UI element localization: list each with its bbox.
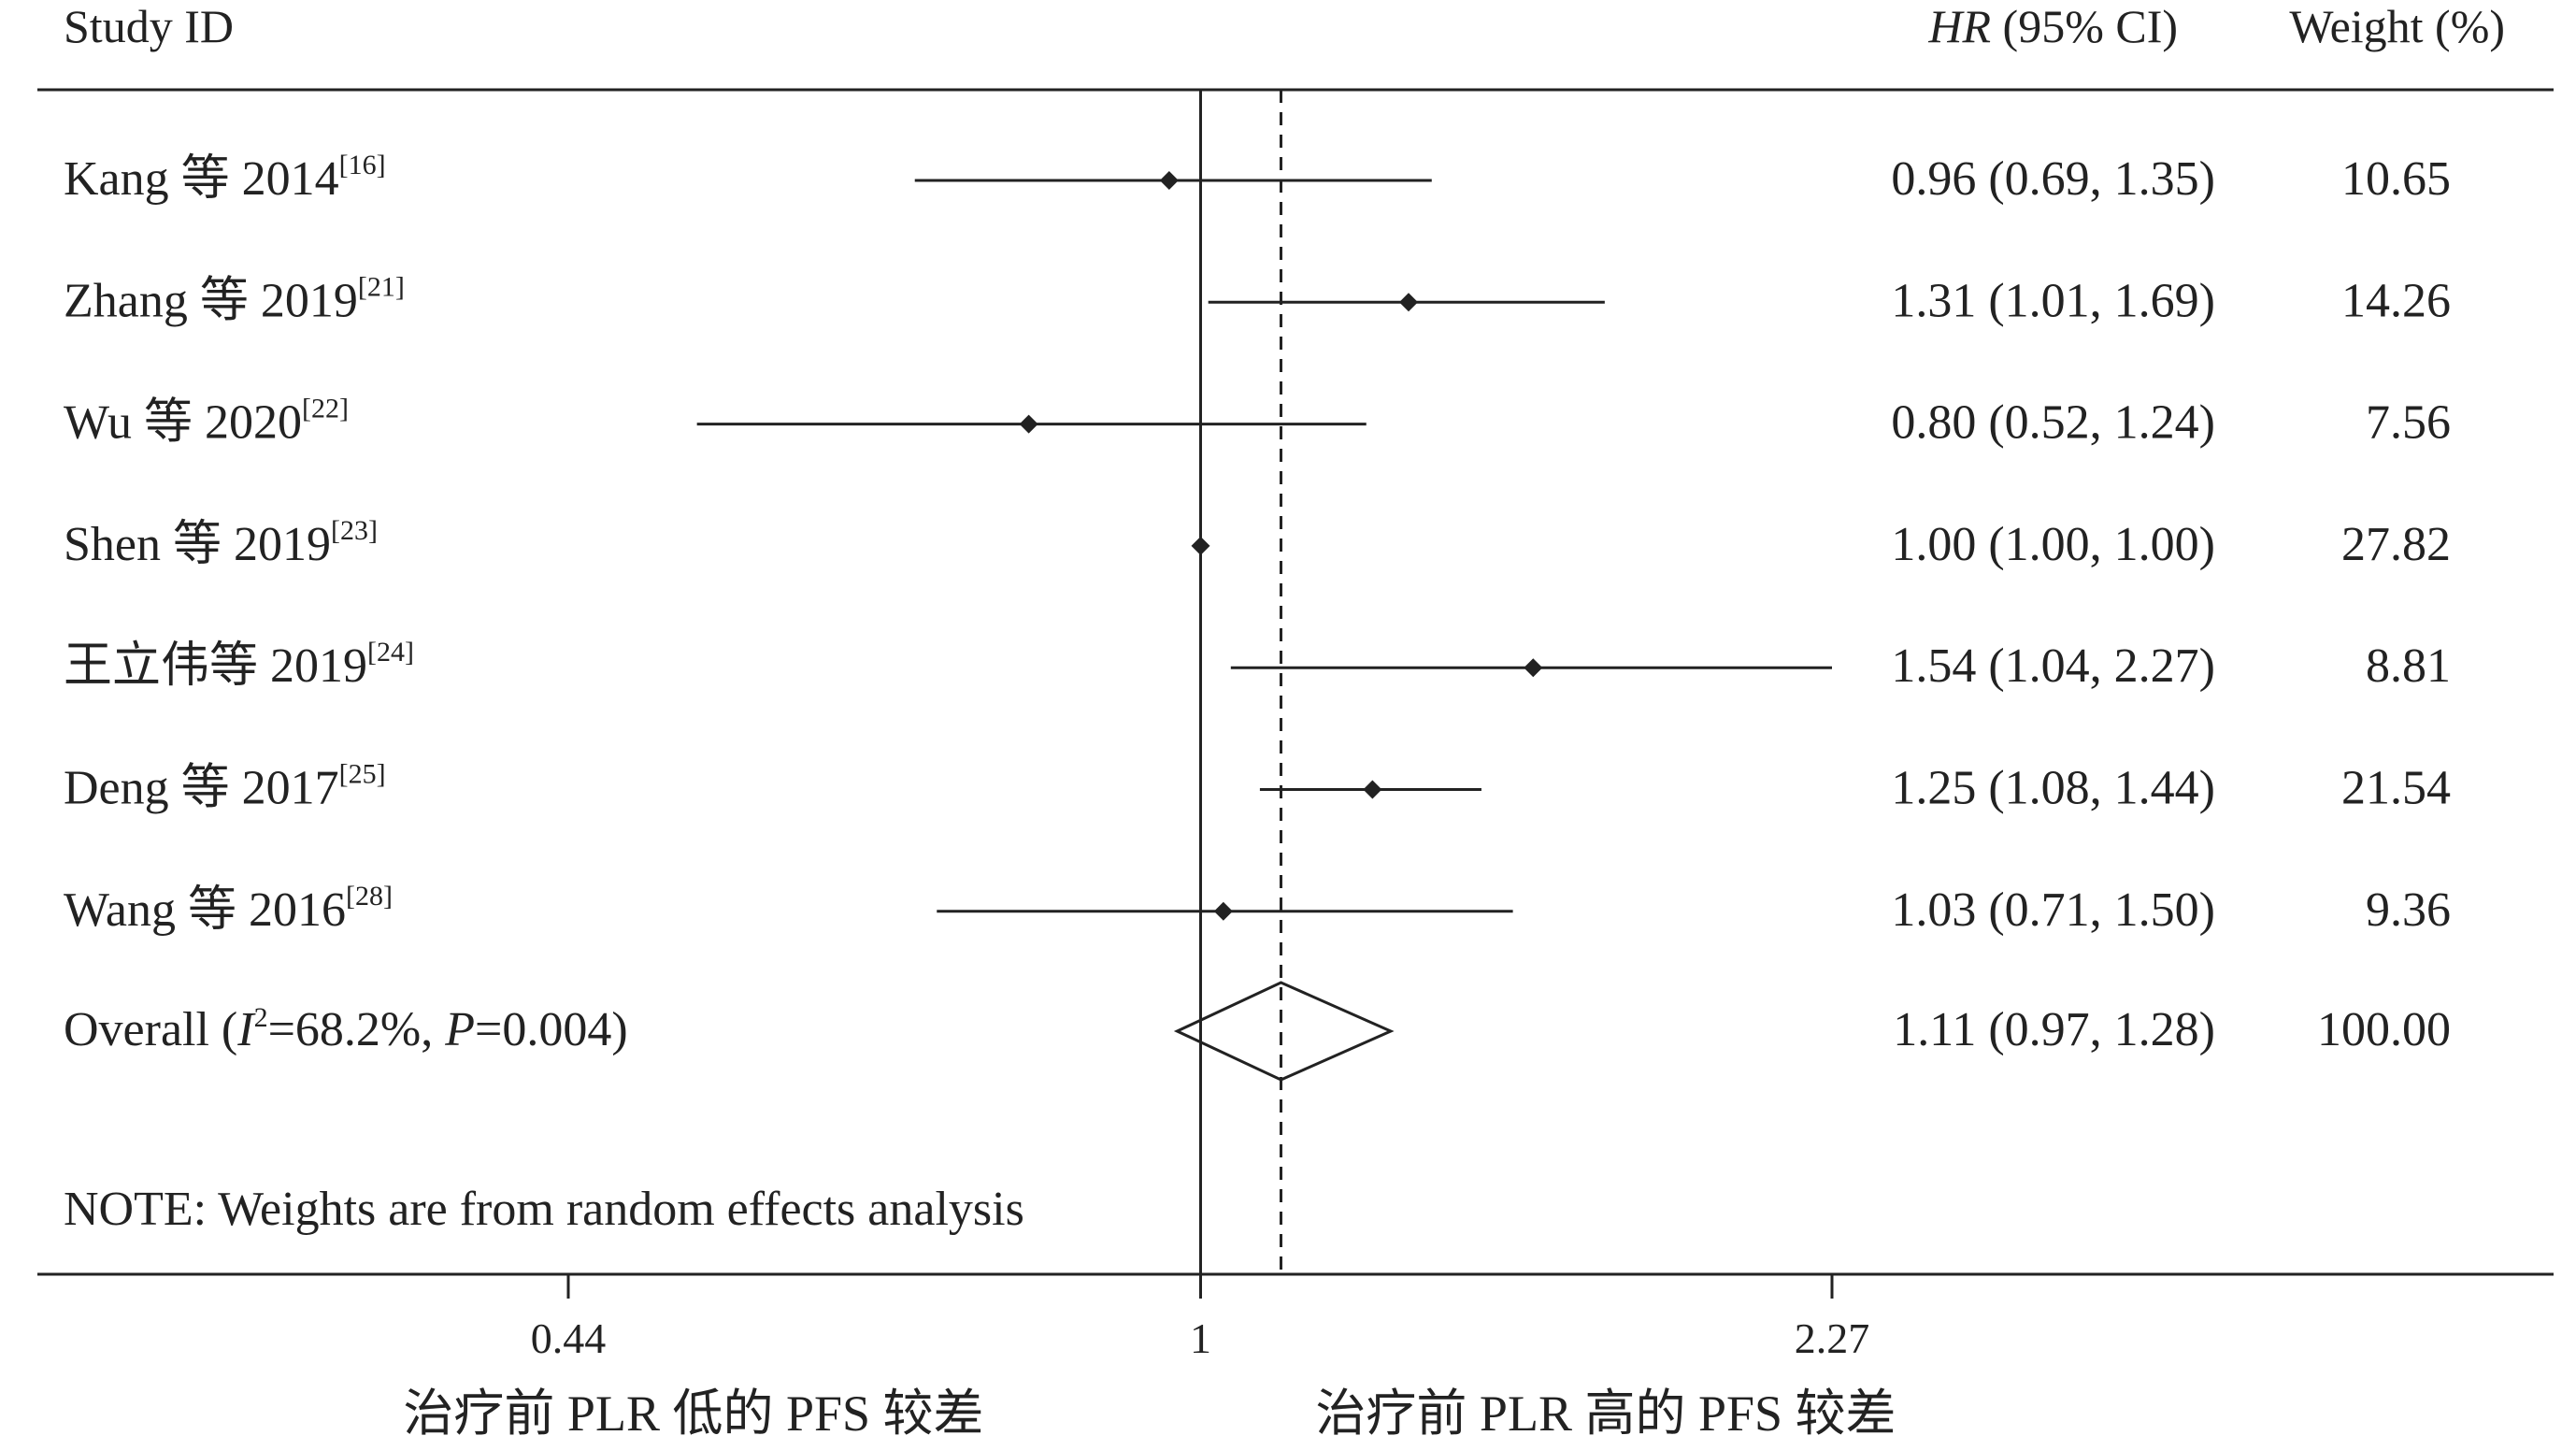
weights-note: NOTE: Weights are from random effects an…: [64, 1183, 1024, 1236]
study-label: Kang 等 2014[16]: [64, 150, 386, 206]
overall-label: Overall (I2=68.2%, P=0.004): [64, 1002, 628, 1056]
i-squared-symbol: I: [236, 1003, 256, 1056]
header-study-id: Study ID: [64, 0, 234, 52]
direction-label-right: 治疗前 PLR 高的 PFS 较差: [1315, 1385, 1896, 1442]
study-ref: [25]: [339, 759, 386, 790]
study-label: Wang 等 2016[28]: [64, 881, 393, 937]
i-squared-superscript: 2: [254, 1002, 268, 1033]
p-symbol: P: [444, 1003, 475, 1056]
study-point-estimate: [1363, 780, 1382, 799]
study-name: Zhang 等 2019: [64, 274, 358, 327]
study-ci-text: 0.96 (0.69, 1.35): [1891, 152, 2215, 206]
study-row: Wang 等 2016[28] 1.03 (0.71, 1.50) 9.36: [64, 881, 2451, 937]
study-row: Shen 等 2019[23] 1.00 (1.00, 1.00) 27.82: [64, 515, 2451, 571]
x-tick-label: 2.27: [1795, 1314, 1870, 1362]
x-tick-label: 0.44: [531, 1314, 607, 1362]
study-weight: 10.65: [2341, 152, 2451, 206]
study-name: Shen 等 2019: [64, 518, 331, 571]
study-name: 王立伟等 2019: [64, 639, 367, 693]
study-weight: 9.36: [2366, 883, 2451, 937]
study-ci-text: 1.03 (0.71, 1.50): [1891, 883, 2215, 937]
study-weight: 27.82: [2341, 518, 2451, 571]
study-label: Deng 等 2017[25]: [64, 759, 386, 815]
study-ref: [28]: [346, 881, 393, 912]
study-ci-text: 1.00 (1.00, 1.00): [1891, 518, 2215, 571]
overall-weight: 100.00: [2317, 1003, 2451, 1056]
study-rows: Kang 等 2014[16] 0.96 (0.69, 1.35) 10.65 Zha…: [64, 150, 2451, 1082]
study-name: Deng 等 2017: [64, 762, 339, 815]
header-weight: Weight (%): [2289, 0, 2505, 52]
study-ci-text: 0.80 (0.52, 1.24): [1891, 396, 2215, 450]
overall-prefix: Overall (: [64, 1003, 237, 1056]
study-row: 王立伟等 2019[24] 1.54 (1.04, 2.27) 8.81: [64, 637, 2451, 693]
p-value: =0.004): [475, 1003, 628, 1056]
study-point-estimate: [1191, 536, 1210, 555]
x-tick-label: 1: [1190, 1314, 1211, 1362]
study-label: Shen 等 2019[23]: [64, 515, 378, 571]
study-weight: 7.56: [2366, 396, 2451, 450]
study-row: Kang 等 2014[16] 0.96 (0.69, 1.35) 10.65: [64, 150, 2451, 206]
study-label: 王立伟等 2019[24]: [64, 637, 414, 693]
study-point-estimate: [1019, 414, 1038, 434]
study-weight: 21.54: [2341, 762, 2451, 815]
study-ci-text: 1.31 (1.01, 1.69): [1891, 274, 2215, 327]
study-name: Wang 等 2016: [64, 883, 346, 937]
study-ci-text: 1.25 (1.08, 1.44): [1891, 762, 2215, 815]
header-hr-ci: HR (95% CI): [1927, 0, 2178, 52]
direction-label-left: 治疗前 PLR 低的 PFS 较差: [403, 1385, 983, 1442]
x-axis: 0.44 1 2.27: [531, 1274, 1870, 1362]
study-ref: [22]: [302, 394, 349, 424]
study-label: Zhang 等 2019[21]: [64, 271, 405, 327]
study-name: Wu 等 2020: [64, 396, 302, 450]
study-ref: [21]: [358, 271, 405, 302]
study-ref: [24]: [367, 637, 414, 668]
study-point-estimate: [1213, 901, 1233, 921]
plot-layer: [1198, 90, 1282, 1274]
study-weight: 14.26: [2341, 274, 2451, 327]
study-point-estimate: [1524, 658, 1543, 678]
header-hr-symbol: HR: [1927, 0, 1991, 52]
study-row: Deng 等 2017[25] 1.25 (1.08, 1.44) 21.54: [64, 759, 2451, 815]
study-point-estimate: [1159, 171, 1179, 190]
study-row: Zhang 等 2019[21] 1.31 (1.01, 1.69) 14.26: [64, 271, 2451, 327]
study-weight: 8.81: [2366, 639, 2451, 693]
header-ci-label: (95% CI): [1991, 0, 2178, 52]
overall-ci-text: 1.11 (0.97, 1.28): [1893, 1003, 2215, 1056]
study-ref: [23]: [331, 515, 378, 546]
study-label: Wu 等 2020[22]: [64, 394, 349, 450]
i-squared-value: =68.2%,: [268, 1003, 446, 1056]
study-ci-text: 1.54 (1.04, 2.27): [1891, 639, 2215, 693]
study-ref: [16]: [339, 150, 386, 180]
overall-diamond: [1173, 981, 1395, 1082]
study-point-estimate: [1398, 293, 1418, 312]
study-row: Wu 等 2020[22] 0.80 (0.52, 1.24) 7.56: [64, 394, 2451, 450]
study-name: Kang 等 2014: [64, 152, 339, 206]
